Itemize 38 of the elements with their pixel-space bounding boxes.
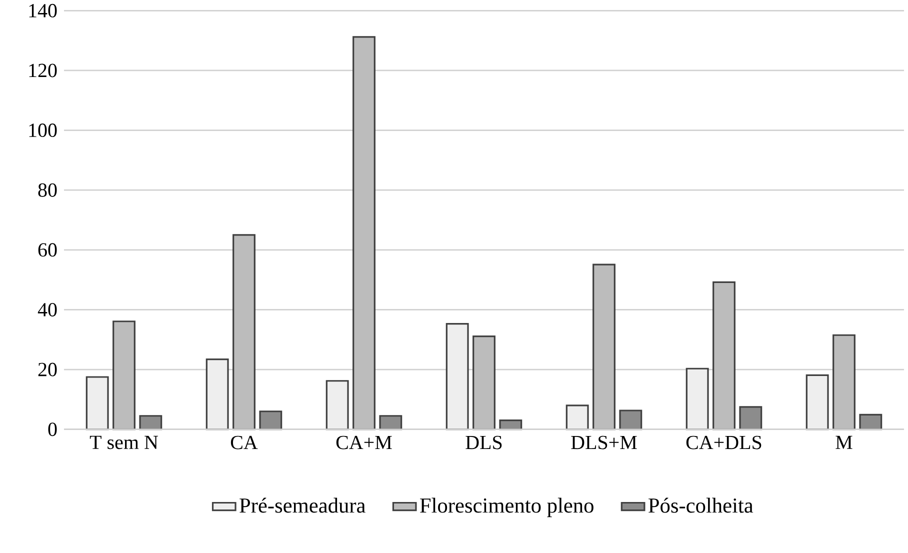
legend-label: Pós-colheita bbox=[648, 498, 754, 513]
y-tick-label: 140 bbox=[29, 4, 57, 18]
x-tick-label: T sem N bbox=[90, 436, 158, 449]
bar bbox=[806, 374, 829, 430]
bar bbox=[472, 335, 496, 430]
bar bbox=[592, 264, 616, 430]
bar bbox=[379, 414, 402, 430]
bar bbox=[352, 36, 376, 430]
x-tick-label: M bbox=[836, 436, 852, 449]
y-tick-label: 40 bbox=[38, 302, 57, 316]
y-tick-label: 20 bbox=[38, 362, 57, 376]
bar bbox=[832, 334, 856, 430]
bar bbox=[206, 358, 229, 430]
y-tick-label: 60 bbox=[38, 243, 57, 256]
x-tick-label: DLS bbox=[466, 436, 502, 450]
legend-label: Florescimento pleno bbox=[420, 498, 594, 517]
bar bbox=[739, 406, 762, 430]
legend-label: Pré-semeadura bbox=[240, 498, 366, 513]
x-tick-label: CA+DLS bbox=[686, 436, 762, 450]
x-tick-label: DLS+M bbox=[571, 436, 637, 450]
bar bbox=[446, 322, 469, 430]
bar bbox=[859, 414, 882, 430]
bar bbox=[619, 410, 642, 430]
y-tick-label: 80 bbox=[38, 183, 57, 197]
bar bbox=[112, 320, 136, 430]
x-tick-label: CA+M bbox=[336, 436, 392, 450]
bar bbox=[712, 281, 736, 430]
bar bbox=[686, 368, 709, 430]
bar bbox=[259, 410, 282, 430]
x-tick-label: CA bbox=[230, 436, 258, 450]
y-tick-label: 0 bbox=[48, 422, 57, 436]
bar bbox=[232, 234, 256, 430]
y-tick-label: 100 bbox=[29, 123, 57, 137]
bar bbox=[326, 380, 349, 430]
y-tick-label: 120 bbox=[29, 64, 57, 78]
bar bbox=[139, 414, 162, 430]
bar bbox=[86, 376, 109, 430]
bar bbox=[566, 404, 589, 430]
